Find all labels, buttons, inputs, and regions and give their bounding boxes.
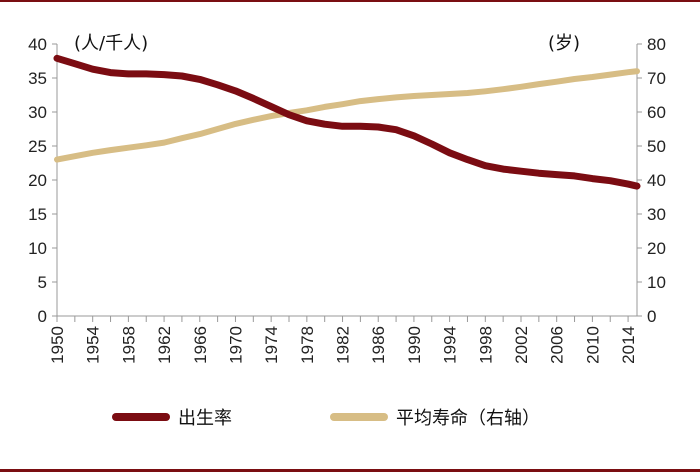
left-axis-tick-label: 5 <box>38 273 47 292</box>
right-axis-tick-label: 80 <box>647 35 666 54</box>
left-axis-unit: (人/千人) <box>74 33 148 54</box>
series-lines <box>53 54 641 190</box>
x-axis-tick-label: 1950 <box>48 326 67 364</box>
right-axis-tick-label: 40 <box>647 171 666 190</box>
left-axis-tick-label: 40 <box>28 35 47 54</box>
x-axis-tick-label: 1958 <box>119 326 138 364</box>
legend-item-birth-rate: 出生率 <box>112 404 232 430</box>
legend-swatch-birth-rate <box>112 413 170 421</box>
x-axis-tick-label: 1986 <box>369 326 388 364</box>
x-axis-tick-label: 1990 <box>405 326 424 364</box>
x-axis-tick-label: 1982 <box>334 326 353 364</box>
right-axis-tick-label: 50 <box>647 137 666 156</box>
legend-swatch-life-expectancy <box>330 413 388 421</box>
x-axis-tick-label: 1994 <box>441 326 460 364</box>
x-axis-tick-label: 1970 <box>226 326 245 364</box>
top-border <box>0 0 700 2</box>
x-axis-tick-label: 1966 <box>191 326 210 364</box>
left-axis-tick-label: 30 <box>28 103 47 122</box>
right-axis-tick-label: 70 <box>647 69 666 88</box>
right-axis-unit: (岁) <box>548 33 580 54</box>
right-axis-tick-label: 30 <box>647 205 666 224</box>
x-axis-tick-label: 1998 <box>476 326 495 364</box>
legend-label-life-expectancy: 平均寿命（右轴） <box>396 408 540 429</box>
legend-label-birth-rate: 出生率 <box>178 408 232 429</box>
left-axis-tick-label: 0 <box>38 307 47 326</box>
bottom-border <box>0 469 700 472</box>
life-expectancy-line <box>54 68 640 163</box>
left-axis-tick-label: 25 <box>28 137 47 156</box>
axes: 0 5 10 15 20 25 30 35 40 0 10 20 30 40 50 60 70 80 1950 195… <box>28 35 666 364</box>
chart-canvas: 0 5 10 15 20 25 30 35 40 0 10 20 30 40 50 60 70 80 1950 195… <box>28 33 666 364</box>
x-axis-tick-label: 1978 <box>298 326 317 364</box>
x-axis-tick-label: 1954 <box>84 326 103 364</box>
x-axis-tick-label: 2010 <box>583 326 602 364</box>
left-axis-tick-label: 10 <box>28 239 47 258</box>
right-axis-tick-label: 0 <box>647 307 656 326</box>
x-axis-tick-label: 1962 <box>155 326 174 364</box>
x-axis-tick-label: 2006 <box>548 326 567 364</box>
left-axis-tick-label: 35 <box>28 69 47 88</box>
legend-item-life-expectancy: 平均寿命（右轴） <box>330 404 540 430</box>
x-axis-tick-label: 1974 <box>262 326 281 364</box>
birth-rate-line <box>53 54 641 190</box>
left-axis-tick-label: 20 <box>28 171 47 190</box>
x-axis-tick-label: 2002 <box>512 326 531 364</box>
right-axis-tick-label: 60 <box>647 103 666 122</box>
right-axis-tick-label: 20 <box>647 239 666 258</box>
x-axis-tick-label: 2014 <box>619 326 638 364</box>
right-axis-tick-label: 10 <box>647 273 666 292</box>
left-axis-tick-label: 15 <box>28 205 47 224</box>
